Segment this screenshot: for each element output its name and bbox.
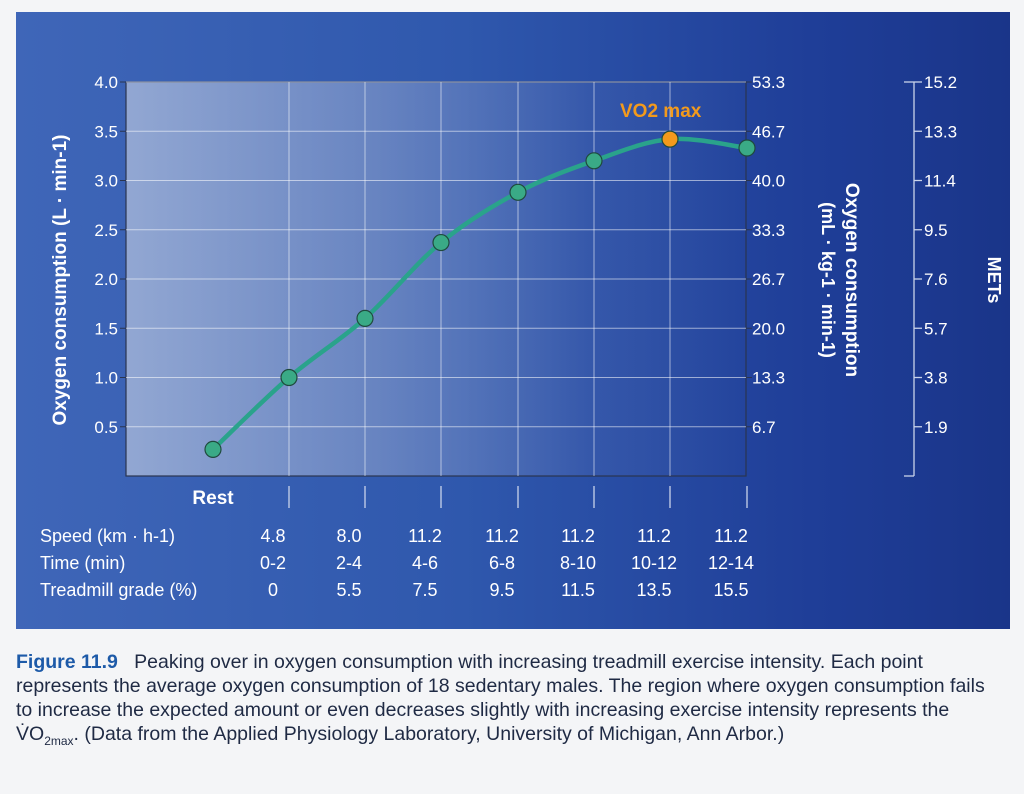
rest-label: Rest — [192, 488, 234, 509]
table-cell: 8.0 — [336, 526, 361, 546]
table-cell: 12-14 — [708, 553, 754, 573]
y2-tick-label: 40.0 — [752, 172, 785, 191]
y-axis-label: Oxygen consumption (L · min-1) — [50, 135, 71, 426]
y2-tick-label: 6.7 — [752, 418, 776, 437]
y2-tick-label: 46.7 — [752, 122, 785, 141]
table-cell: 4-6 — [412, 553, 438, 573]
data-point — [280, 368, 298, 387]
table-cell: 2-4 — [336, 553, 362, 573]
figure-title: Peaking over in oxygen consumption with … — [134, 651, 826, 673]
vo2max-point — [661, 130, 679, 148]
y-tick-label: 3.5 — [94, 122, 118, 141]
table-cell: 0 — [268, 580, 278, 600]
mets-tick-label: 11.4 — [924, 172, 956, 191]
y2-axis-label-line1: Oxygen consumption — [841, 183, 862, 377]
table-cell: 13.5 — [636, 580, 671, 600]
mets-tick-label: 1.9 — [924, 418, 948, 437]
caption-body: Each point represents the average oxygen… — [16, 651, 985, 748]
caption-subscript: 2max — [44, 733, 74, 748]
data-point — [585, 152, 603, 170]
y2-axis-label-line2: (mL · kg-1 · min-1) — [818, 202, 838, 358]
table-cell: 11.2 — [408, 526, 442, 546]
y2-tick-label: 26.7 — [752, 270, 785, 289]
y-tick-label: 1.5 — [94, 319, 118, 338]
figure-caption: Figure 11.9 Peaking over in oxygen consu… — [16, 650, 1006, 753]
caption-body-start: Each point represents the average oxygen… — [16, 651, 985, 745]
y-tick-label: 3.0 — [94, 172, 118, 191]
figure-panel: 0.5 1.0 1.5 2.0 2.5 3.0 3.5 4.0 Oxygen consumpti… — [16, 12, 1010, 629]
table-cell: 0-2 — [260, 553, 286, 573]
mets-axis-label: METs — [984, 257, 1004, 304]
table-cell: 9.5 — [489, 580, 514, 600]
table-cell: 6-8 — [489, 553, 515, 573]
mets-tick-label: 13.3 — [924, 122, 957, 141]
table-cell: 7.5 — [412, 580, 437, 600]
mets-tick-label: 5.7 — [924, 319, 948, 338]
caption-body-end: . (Data from the Applied Physiology Labo… — [73, 723, 785, 745]
table-row-label: Treadmill grade (%) — [40, 580, 197, 600]
table-row-label: Speed (km · h-1) — [40, 526, 175, 546]
vo2max-label: VO2 max — [620, 101, 702, 122]
oxygen-consumption-chart: 0.5 1.0 1.5 2.0 2.5 3.0 3.5 4.0 Oxygen consumpti… — [40, 73, 1004, 600]
table-cell: 11.2 — [637, 526, 671, 546]
mets-tick-label: 15.2 — [924, 73, 957, 92]
y2-tick-label: 53.3 — [752, 73, 785, 92]
y-tick-label: 0.5 — [94, 418, 118, 437]
table-cell: 11.2 — [561, 526, 595, 546]
data-point — [432, 233, 450, 252]
y2-tick-label: 33.3 — [752, 221, 785, 240]
y-tick-label: 1.0 — [94, 369, 118, 388]
data-point — [204, 440, 222, 459]
y2-tick-label: 20.0 — [752, 319, 785, 338]
data-point — [509, 183, 527, 201]
table-cell: 10-12 — [631, 553, 677, 573]
table-cell: 8-10 — [560, 553, 596, 573]
y2-tick-label: 13.3 — [752, 369, 785, 388]
data-point — [356, 309, 374, 327]
table-cell: 5.5 — [336, 580, 361, 600]
data-point — [738, 139, 756, 157]
y-tick-label: 2.5 — [94, 221, 118, 240]
table-cell: 11.5 — [561, 580, 595, 600]
figure-label: Figure 11.9 — [16, 651, 118, 673]
table-cell: 15.5 — [713, 580, 748, 600]
table-row-label: Time (min) — [40, 553, 125, 573]
y-tick-label: 4.0 — [94, 73, 118, 92]
y-tick-label: 2.0 — [94, 270, 118, 289]
table-cell: 11.2 — [714, 526, 748, 546]
table-cell: 4.8 — [260, 526, 285, 546]
mets-tick-label: 7.6 — [924, 270, 948, 289]
series-line — [211, 136, 748, 452]
table-cell: 11.2 — [485, 526, 519, 546]
mets-tick-label: 9.5 — [924, 221, 948, 240]
mets-tick-label: 3.8 — [924, 369, 948, 388]
